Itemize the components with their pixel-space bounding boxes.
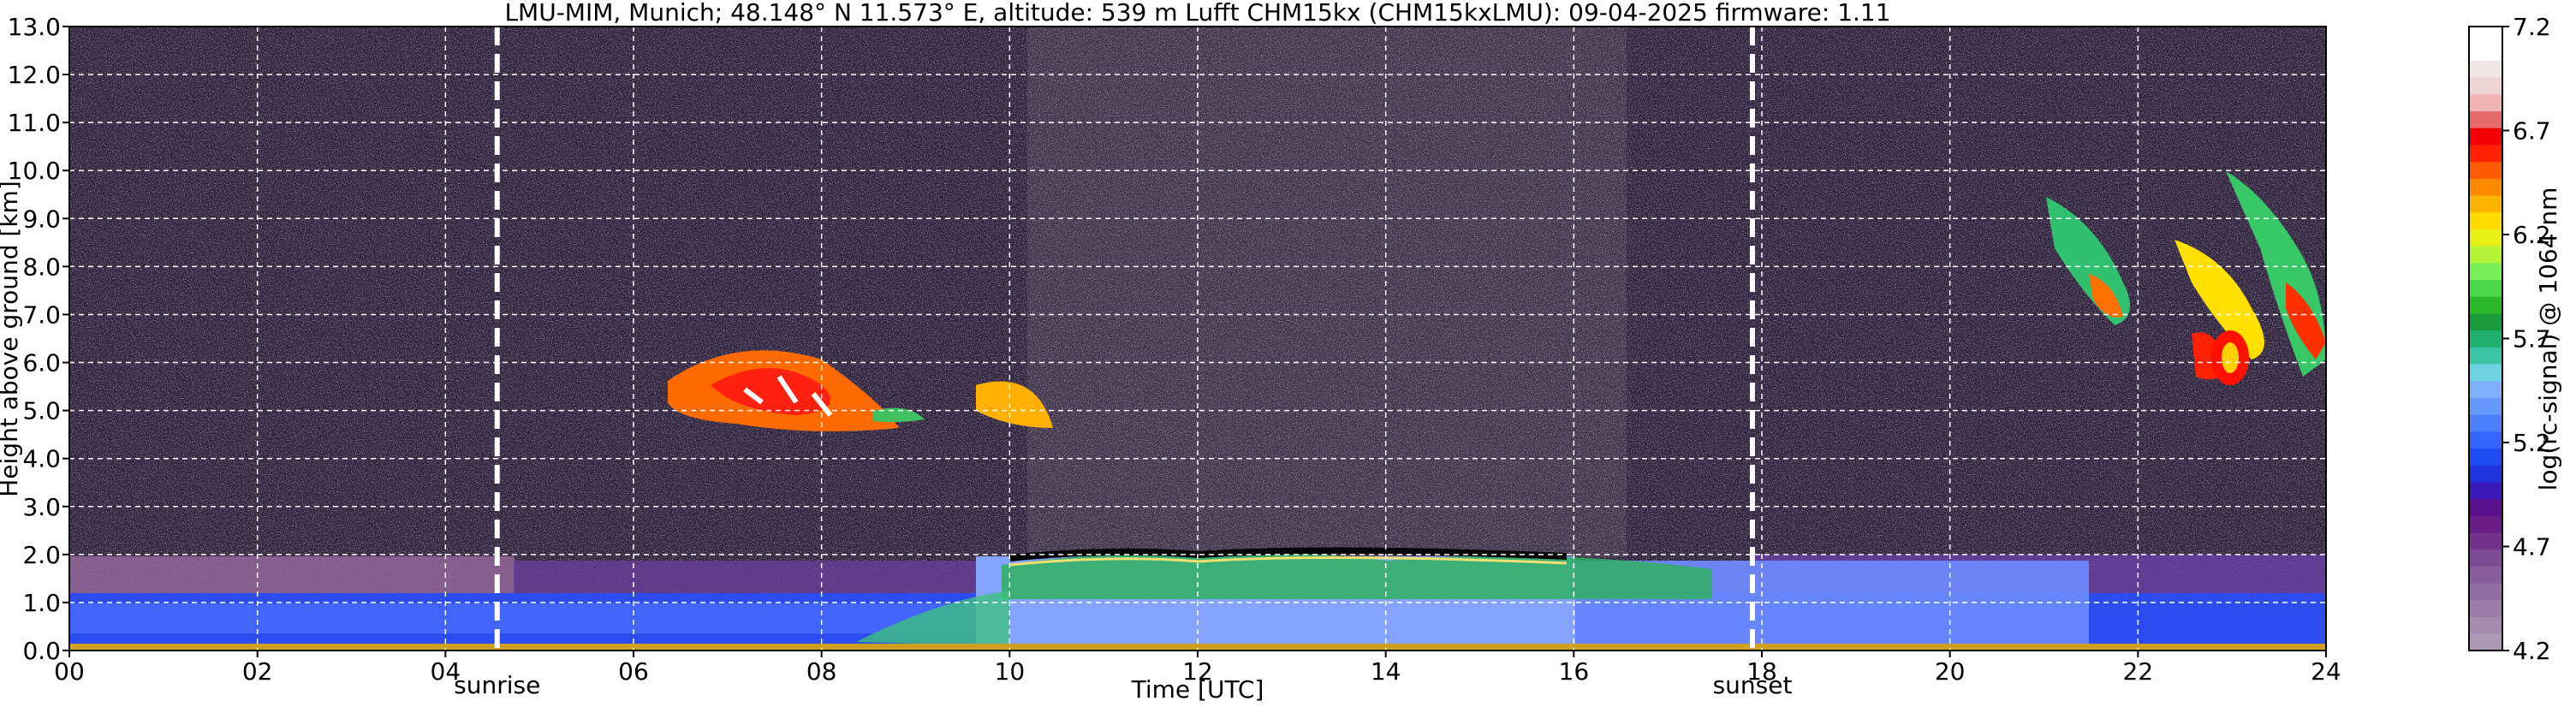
colorbar-segment	[2469, 229, 2502, 247]
colorbar-segment	[2469, 330, 2502, 348]
colorbar-segment	[2469, 616, 2502, 634]
colorbar-segment	[2469, 43, 2502, 61]
annotation-label: sunrise	[454, 671, 540, 699]
colorbar-segment	[2469, 60, 2502, 78]
ground	[69, 644, 2326, 651]
colorbar-label: log(rc-signal) @ 1064 nm	[2534, 187, 2562, 491]
colorbar-tick-label: 7.2	[2513, 13, 2551, 41]
colorbar-segment	[2469, 161, 2502, 179]
y-tick-label: 10.0	[8, 157, 61, 185]
colorbar-segment	[2469, 397, 2502, 415]
colorbar-segment	[2469, 279, 2502, 297]
colorbar-segment	[2469, 110, 2502, 128]
y-tick-label: 1.0	[22, 589, 61, 617]
colorbar-segment	[2469, 414, 2502, 432]
colorbar-segment	[2469, 178, 2502, 196]
colorbar-tick-label: 5.2	[2513, 429, 2551, 457]
boundary-layer	[69, 603, 994, 633]
colorbar-segment	[2469, 93, 2502, 112]
x-tick-label: 00	[54, 657, 85, 686]
colorbar-segment	[2469, 448, 2502, 466]
y-tick-label: 5.0	[22, 397, 61, 425]
cloud	[873, 407, 925, 423]
colorbar-segment	[2469, 599, 2502, 618]
y-tick-label: 7.0	[22, 300, 61, 329]
mixing-layer	[856, 591, 1010, 646]
y-axis-label: Height above ground [km]	[0, 181, 23, 497]
y-tick-label: 13.0	[8, 13, 61, 41]
colorbar-segment	[2469, 481, 2502, 500]
colorbar-tick-label: 6.7	[2513, 117, 2551, 146]
cloud	[976, 381, 1053, 428]
y-tick-label: 2.0	[22, 541, 61, 569]
colorbar-segment	[2469, 465, 2502, 483]
colorbar-segment	[2469, 144, 2502, 163]
colorbar-segment	[2469, 583, 2502, 601]
cloud	[2286, 282, 2326, 359]
x-tick-label: 12	[1182, 657, 1213, 686]
colorbar-segment	[2469, 532, 2502, 550]
y-tick-label: 6.0	[22, 349, 61, 377]
cloud	[2089, 274, 2123, 318]
y-tick-label: 4.0	[22, 445, 61, 473]
y-tick-label: 3.0	[22, 493, 61, 521]
x-tick-label: 04	[431, 657, 461, 686]
colorbar-segment	[2469, 347, 2502, 365]
colorbar-segment	[2469, 364, 2502, 382]
colorbar-segment	[2469, 549, 2502, 567]
colorbar-tick-label: 4.2	[2513, 637, 2551, 665]
colorbar-segment	[2469, 262, 2502, 281]
x-tick-label: 18	[1746, 657, 1777, 686]
colorbar-segment	[2469, 566, 2502, 584]
colorbar-tick-label: 6.2	[2513, 221, 2551, 249]
x-tick-label: 16	[1559, 657, 1590, 686]
y-tick-label: 9.0	[22, 205, 61, 233]
colorbar-segment	[2469, 498, 2502, 516]
cloud	[711, 368, 830, 415]
colorbar-segment	[2469, 246, 2502, 264]
cloud	[2174, 240, 2264, 359]
x-tick-label: 22	[2123, 657, 2154, 686]
colorbar-tick-label: 5.7	[2513, 325, 2551, 354]
y-tick-label: 12.0	[8, 61, 61, 89]
colorbar-segment	[2469, 27, 2502, 45]
colorbar-segment	[2469, 296, 2502, 314]
x-tick-label: 02	[242, 657, 273, 686]
colorbar-segment	[2469, 515, 2502, 533]
y-tick-label: 0.0	[22, 637, 61, 665]
annotation-label: sunset	[1713, 671, 1793, 699]
x-tick-label: 10	[995, 657, 1026, 686]
x-axis-label: Time [UTC]	[1131, 675, 1264, 704]
overlay	[68, 26, 2327, 651]
y-tick-label: 11.0	[8, 109, 61, 137]
colorbar-segment	[2469, 380, 2502, 398]
colorbar-segment	[2469, 211, 2502, 229]
y-tick-label: 8.0	[22, 253, 61, 281]
layer	[69, 556, 515, 599]
colorbar-segment	[2469, 431, 2502, 449]
x-tick-label: 08	[806, 657, 837, 686]
chart-title: LMU-MIM, Munich; 48.148° N 11.573° E, al…	[504, 0, 1890, 27]
colorbar-segment	[2469, 312, 2502, 331]
colorbar-segment	[2469, 128, 2502, 146]
colorbar-segment	[2469, 195, 2502, 213]
x-tick-label: 20	[1935, 657, 1966, 686]
colorbar-segment	[2469, 633, 2502, 651]
x-tick-label: 06	[618, 657, 649, 686]
colorbar-segment	[2469, 77, 2502, 95]
x-tick-label: 14	[1371, 657, 1401, 686]
colorbar-tick-label: 4.7	[2513, 533, 2551, 561]
layer-top	[1009, 547, 1568, 561]
cloud	[2222, 342, 2239, 373]
layer-top	[1009, 556, 1568, 567]
x-tick-label: 24	[2311, 657, 2341, 686]
